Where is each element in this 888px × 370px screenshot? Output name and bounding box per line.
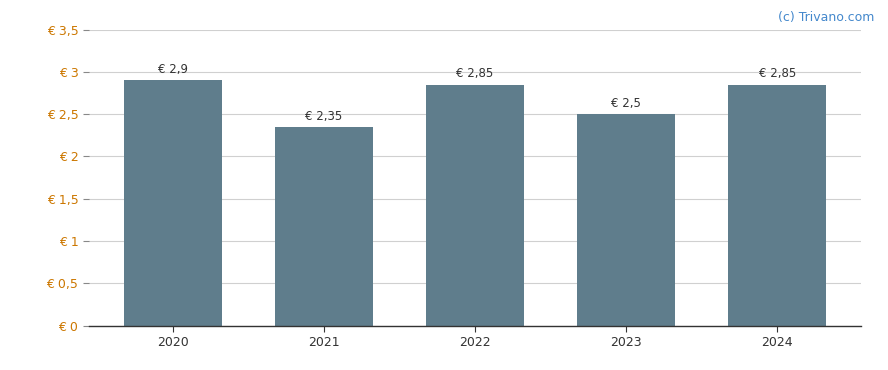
Bar	[426, 85, 524, 326]
Text: (c) Trivano.com: (c) Trivano.com	[778, 11, 875, 24]
Bar	[728, 85, 826, 326]
Text: € 2,85: € 2,85	[758, 67, 796, 80]
Text: € 2,35: € 2,35	[305, 110, 343, 122]
Bar	[124, 80, 222, 326]
Bar	[275, 127, 373, 326]
Text: € 2,5: € 2,5	[611, 97, 641, 110]
Bar	[577, 114, 675, 326]
Text: € 2,9: € 2,9	[158, 63, 188, 76]
Text: € 2,85: € 2,85	[456, 67, 494, 80]
